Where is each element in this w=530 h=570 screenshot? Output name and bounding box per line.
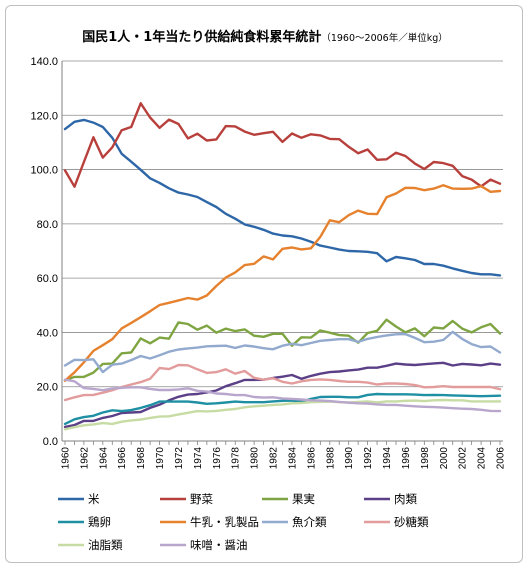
chart-subtitle: （1960～2006年／単位kg） xyxy=(321,33,448,44)
y-tick-label: 120.0 xyxy=(30,110,58,122)
x-tick-label: 1994 xyxy=(382,447,393,470)
x-tick-label: 1992 xyxy=(363,447,374,470)
x-tick-label: 1970 xyxy=(155,447,166,470)
x-tick-label: 2002 xyxy=(458,447,469,470)
y-tick-label: 0.0 xyxy=(43,436,58,448)
x-tick-label: 1996 xyxy=(401,447,412,470)
x-tick-label: 1972 xyxy=(174,447,185,470)
y-tick-label: 80.0 xyxy=(37,219,58,231)
x-tick-label: 2000 xyxy=(439,447,450,470)
x-tick-label: 1960 xyxy=(61,447,72,470)
axes xyxy=(61,61,503,445)
legend-label: 魚介類 xyxy=(292,515,327,529)
x-tick-label: 1974 xyxy=(193,447,204,470)
series-line xyxy=(63,102,502,188)
x-tick-label: 1988 xyxy=(325,447,336,470)
y-tick-label: 60.0 xyxy=(37,273,58,285)
legend-label: 野菜 xyxy=(190,492,213,506)
x-tick-label: 1966 xyxy=(117,447,128,470)
x-tick-label: 2004 xyxy=(477,447,488,470)
series-line xyxy=(63,318,502,382)
x-tick-label: 2006 xyxy=(496,447,507,470)
y-tick-label: 40.0 xyxy=(37,327,58,339)
x-tick-label: 1984 xyxy=(287,447,298,470)
chart-frame xyxy=(5,5,523,563)
x-axis-ticks: 1960 1962 1964 1966 1968 1970 1972 1974 1976 1978… xyxy=(61,447,507,470)
legend-label: 果実 xyxy=(292,492,315,506)
x-tick-label: 1980 xyxy=(250,447,261,470)
x-tick-label: 1968 xyxy=(136,447,147,470)
x-tick-label: 1998 xyxy=(420,447,431,470)
series-line xyxy=(63,378,502,413)
legend-label: 砂糖類 xyxy=(394,515,429,529)
y-tick-label: 140.0 xyxy=(30,56,58,68)
y-tick-label: 100.0 xyxy=(30,165,58,177)
x-tick-label: 1964 xyxy=(98,447,109,470)
legend-label: 牛乳・乳製品 xyxy=(190,515,259,529)
legend-label: 味噌・醤油 xyxy=(190,538,248,552)
x-tick-label: 1990 xyxy=(344,447,355,470)
gridlines xyxy=(62,60,503,388)
series-line xyxy=(63,392,502,426)
series-lines xyxy=(63,102,502,431)
series-line xyxy=(63,184,502,382)
legend-label: 肉類 xyxy=(394,492,417,506)
x-tick-label: 1982 xyxy=(269,447,280,470)
legend-label: 米 xyxy=(88,492,100,506)
series-line xyxy=(63,361,502,429)
x-tick-label: 1962 xyxy=(79,447,90,470)
series-line xyxy=(63,363,502,402)
chart-title: 国民1人・1年当たり供給純食料累年統計 xyxy=(82,30,322,45)
series-line xyxy=(63,398,502,431)
series-line xyxy=(63,330,502,374)
x-tick-label: 1976 xyxy=(212,447,223,470)
series-line xyxy=(63,118,502,277)
x-tick-label: 1978 xyxy=(231,447,242,470)
y-tick-label: 20.0 xyxy=(37,382,58,394)
legend-label: 油脂類 xyxy=(88,538,123,552)
legend-label: 鶏卵 xyxy=(88,515,111,529)
x-tick-label: 1986 xyxy=(306,447,317,470)
y-axis-ticks: 0.0 20.0 40.0 60.0 80.0 100.0 120.0 140.0 xyxy=(30,56,58,448)
chart-title-block: 国民1人・1年当たり供給純食料累年統計（1960～2006年／単位kg） xyxy=(0,26,530,45)
